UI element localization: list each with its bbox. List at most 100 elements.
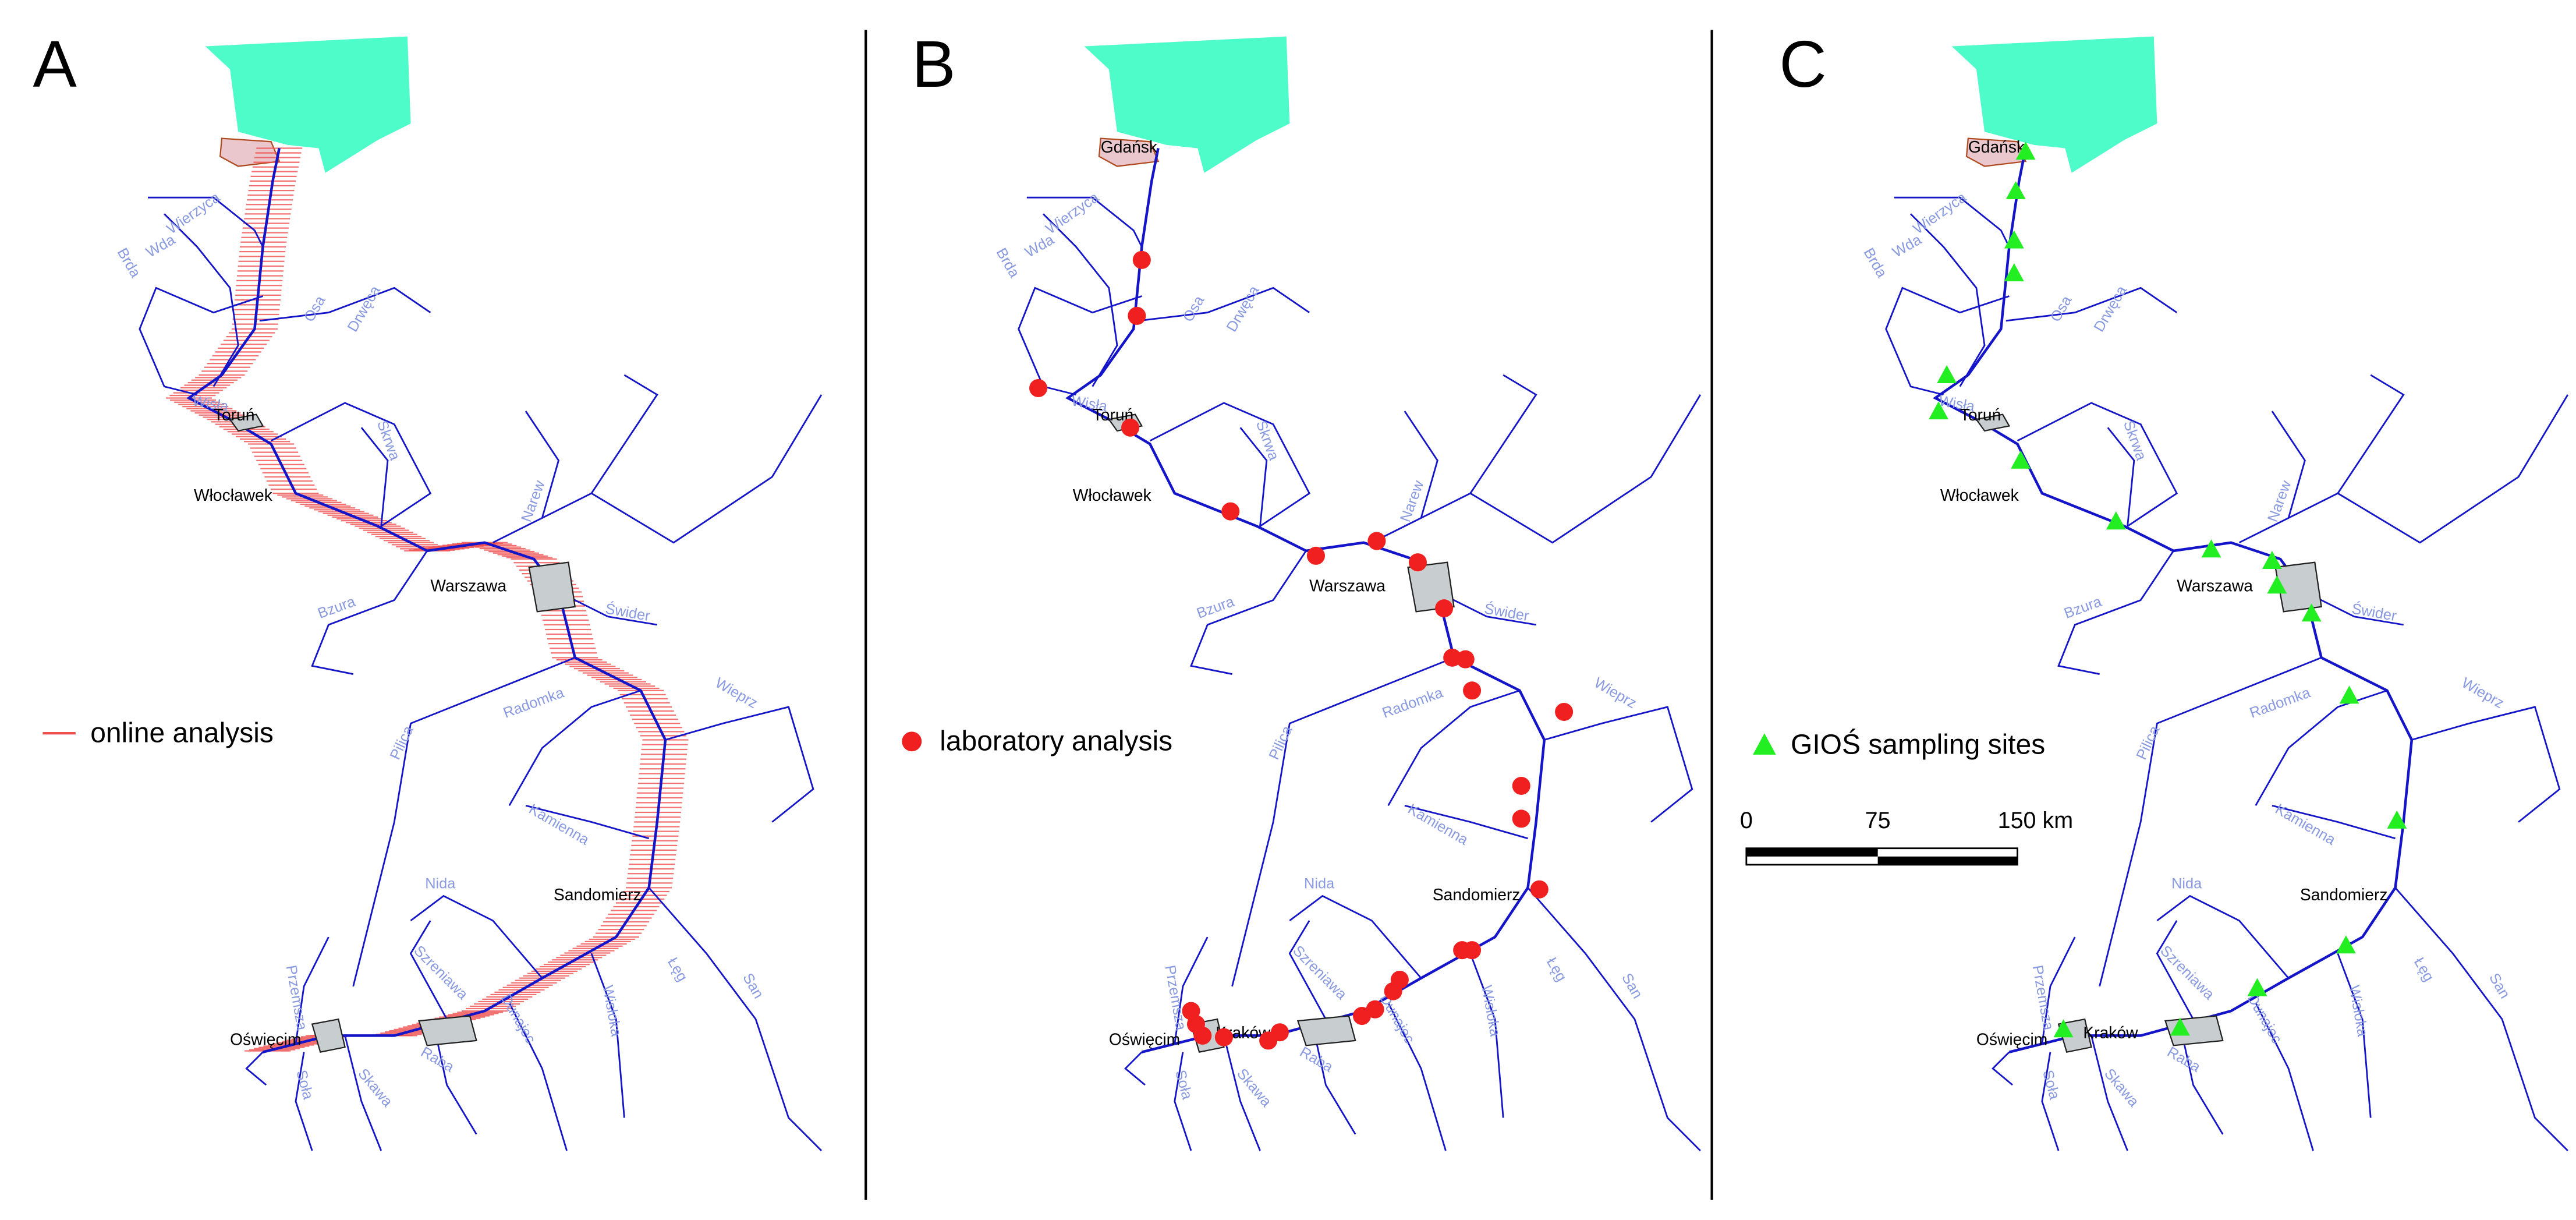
river: [2156, 894, 2290, 979]
river: [295, 1052, 313, 1151]
city-label: Oświęcim: [1109, 1030, 1180, 1048]
city-area: [229, 413, 264, 432]
river: [1239, 427, 1268, 526]
river-label: Wisłoka: [1478, 984, 1503, 1038]
sea: [205, 36, 411, 173]
river-label: Kamienna: [526, 801, 593, 848]
lab-sample: [1463, 681, 1482, 700]
river: [434, 1032, 477, 1135]
river-label: Łęg: [664, 955, 690, 985]
vistula: [1933, 148, 2414, 1053]
city-label: Włocławek: [1073, 486, 1152, 504]
river-label: Bzura: [2062, 593, 2104, 622]
vistula: [186, 148, 667, 1053]
lab-sample: [1512, 776, 1530, 795]
river: [410, 894, 543, 979]
river-label: Skawa: [355, 1066, 396, 1111]
legend-text: online analysis: [90, 718, 274, 749]
legend-symbol: [902, 731, 922, 752]
sea: [1084, 36, 1290, 173]
scale-bar-seg: [1877, 856, 2018, 865]
river: [1018, 287, 1142, 396]
lab-sample: [1456, 650, 1475, 669]
river: [1470, 394, 1702, 544]
river: [245, 1051, 267, 1086]
river: [2041, 936, 2076, 1044]
river: [590, 953, 625, 1118]
river-label: Wieprz: [713, 674, 760, 712]
river-label: Drwęca: [345, 282, 384, 334]
river: [344, 1035, 382, 1151]
gios-site: [2336, 935, 2356, 954]
river: [139, 287, 263, 396]
city-label: Toruń: [214, 405, 255, 424]
river: [1404, 411, 1438, 518]
city-area: [1296, 1015, 1356, 1046]
river-label: Drwęca: [2091, 282, 2131, 334]
river-label: Wieprz: [1592, 674, 1639, 712]
river-label: Raba: [418, 1044, 457, 1076]
river-label: Wisłoka: [600, 984, 625, 1038]
river-label: Wierzyca: [1043, 189, 1102, 237]
scale-label: 0: [1740, 808, 1753, 833]
river: [1544, 706, 1693, 823]
river: [311, 550, 428, 675]
city-label: Włocławek: [1940, 486, 2019, 504]
river-label: Radomka: [2248, 684, 2313, 722]
river: [665, 706, 814, 823]
river-label: Kamienna: [2273, 801, 2339, 848]
river: [409, 920, 448, 1020]
river: [2181, 1032, 2224, 1135]
city-area: [1975, 413, 2011, 432]
river: [2107, 427, 2135, 526]
legend-symbol: [1753, 733, 1776, 755]
city-label: Gdańsk: [1101, 137, 1158, 156]
gios-site: [2011, 450, 2031, 469]
gios-site: [2015, 142, 2036, 160]
lab-sample: [1306, 546, 1325, 565]
gdansk-area: [1098, 137, 1160, 167]
river: [1043, 213, 1118, 387]
river-label: Przemsza: [2029, 964, 2057, 1032]
river: [1026, 196, 1143, 247]
gios-site: [1929, 401, 1948, 420]
river: [508, 1002, 568, 1151]
gios-site: [2247, 978, 2267, 996]
city-label: Włocławek: [194, 486, 273, 504]
river: [270, 402, 432, 527]
river-label: Brda: [114, 245, 144, 281]
river: [558, 591, 658, 626]
river-label: Nida: [1304, 875, 1335, 892]
lab-sample: [1259, 1031, 1278, 1050]
city-label: Warszawa: [430, 576, 506, 595]
river-label: Pilica: [2134, 723, 2163, 762]
river-label: San: [2486, 971, 2513, 1002]
river-label: Świder: [1483, 599, 1530, 624]
river-label: Dunajec: [2244, 991, 2286, 1046]
river-label: Skawa: [1234, 1066, 1275, 1111]
gios-site: [2170, 1017, 2190, 1036]
sea: [1951, 36, 2157, 173]
river-label: Raba: [2164, 1044, 2203, 1076]
river: [1149, 402, 1311, 527]
river: [2272, 804, 2396, 840]
gios-site: [2267, 575, 2287, 594]
river-label: Pilica: [387, 723, 417, 762]
river: [1387, 1002, 1447, 1151]
river-label: San: [1618, 971, 1646, 1002]
river-label: Osa: [1180, 292, 1208, 324]
river-label: Skrwa: [1253, 418, 1282, 463]
river: [164, 213, 239, 387]
gios-site: [2301, 603, 2322, 622]
lab-sample: [1555, 702, 1574, 721]
river-label: Dunajec: [1376, 991, 1418, 1046]
river: [259, 287, 431, 322]
city-area: [1407, 561, 1455, 613]
river-label: Przemsza: [1161, 964, 1189, 1032]
river-label: Drwęca: [1224, 282, 1263, 334]
gdansk-area: [1965, 137, 2027, 167]
gios-site: [1937, 365, 1957, 384]
vistula: [1065, 148, 1546, 1053]
river: [1288, 920, 1327, 1020]
river: [2156, 920, 2194, 1020]
